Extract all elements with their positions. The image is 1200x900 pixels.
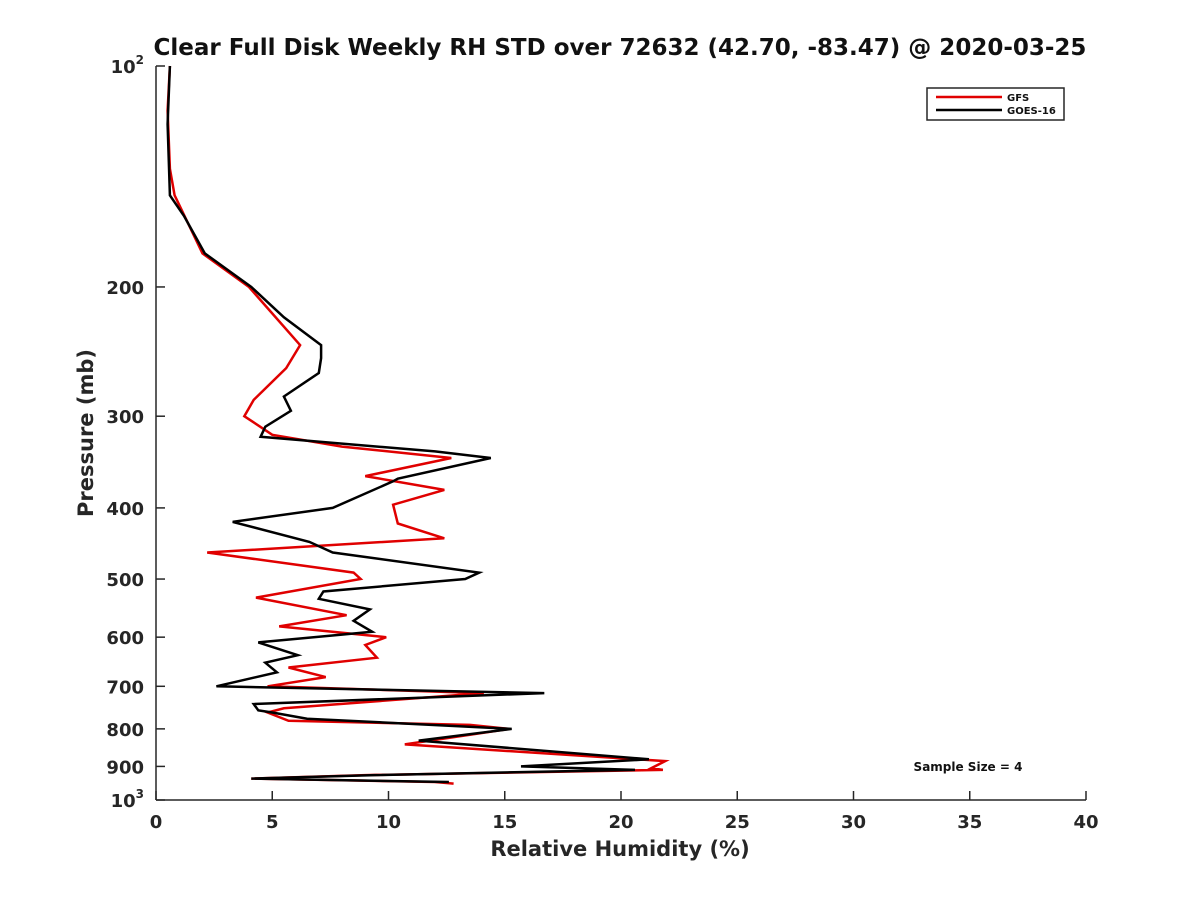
x-tick-label: 40 <box>1073 812 1098 833</box>
legend: GFS GOES-16 <box>926 87 1065 121</box>
x-tick-label: 5 <box>266 812 279 833</box>
x-tick-label: 30 <box>841 812 866 833</box>
x-tick-label: 0 <box>150 812 163 833</box>
y-tick-label: 300 <box>106 407 144 428</box>
sample-size-annotation: Sample Size = 4 <box>914 760 1023 774</box>
y-tick-label: 900 <box>106 757 144 778</box>
y-tick-label: 500 <box>106 570 144 591</box>
y-tick-label: 200 <box>106 278 144 299</box>
legend-box <box>926 87 1065 121</box>
x-tick-label: 20 <box>608 812 633 833</box>
plot-area <box>155 66 1086 801</box>
x-axis-label: Relative Humidity (%) <box>490 837 749 861</box>
y-tick-label: 800 <box>106 720 144 741</box>
y-tick-label: 700 <box>106 677 144 698</box>
series-layer <box>166 65 670 785</box>
x-tick-label: 25 <box>725 812 750 833</box>
y-tick-label: 102 <box>111 53 144 78</box>
x-tick-label: 35 <box>957 812 982 833</box>
x-tick-label: 10 <box>376 812 401 833</box>
series-line-goes16 <box>166 65 650 784</box>
y-axis-label: Pressure (mb) <box>74 349 98 517</box>
y-tick-label: 103 <box>111 787 144 812</box>
y-axis-ticks: 102 200 300 400 500 600 700 800 900 103 <box>106 53 165 812</box>
x-axis-ticks: 0 5 10 15 20 25 30 35 40 <box>150 791 1099 833</box>
chart-title: Clear Full Disk Weekly RH STD over 72632… <box>154 35 1087 61</box>
series-line-gfs <box>166 65 670 785</box>
x-tick-label: 15 <box>492 812 517 833</box>
y-tick-label: 400 <box>106 499 144 520</box>
legend-label-gfs: GFS <box>1007 93 1029 104</box>
y-tick-label: 600 <box>106 628 144 649</box>
legend-label-goes16: GOES-16 <box>1007 106 1056 117</box>
